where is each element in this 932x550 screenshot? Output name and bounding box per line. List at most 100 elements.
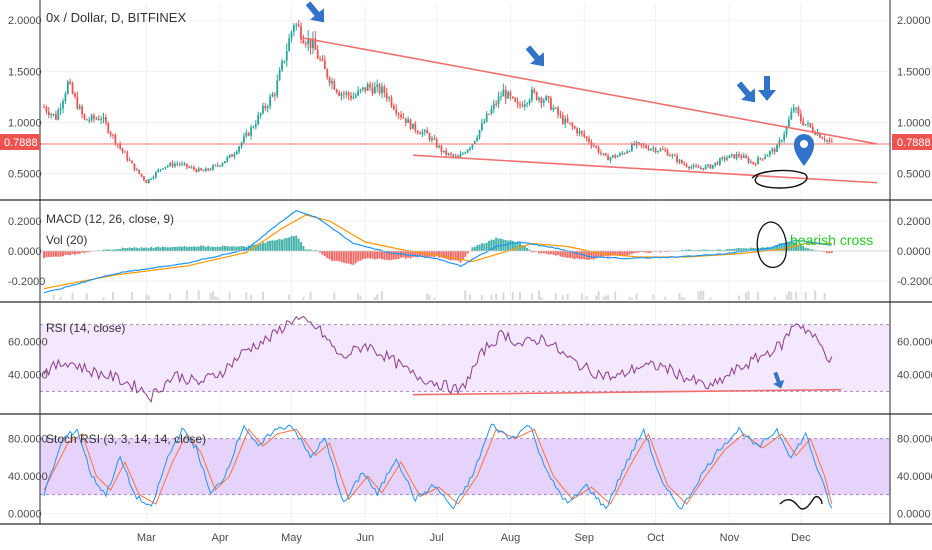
macd-histogram-bar — [707, 249, 710, 251]
candle-body — [345, 92, 348, 94]
candle-body — [664, 149, 667, 151]
macd-histogram-bar — [397, 251, 400, 259]
macd-histogram-bar — [88, 251, 91, 253]
macd-histogram-bar — [642, 251, 645, 253]
candle-body — [202, 170, 205, 172]
candle-body — [799, 113, 802, 122]
macd-histogram-bar — [618, 251, 621, 257]
volume-bar — [697, 291, 700, 300]
candle-body — [433, 138, 436, 140]
macd-histogram-bar — [718, 249, 721, 251]
candle-body — [273, 94, 276, 96]
macd-histogram-bar — [264, 242, 267, 251]
candle-body — [828, 140, 831, 142]
candle-body — [209, 169, 212, 171]
macd-histogram-bar — [223, 246, 226, 251]
candle-body — [707, 164, 709, 166]
candle-body — [614, 155, 617, 158]
candle-body — [221, 163, 224, 166]
macd-histogram-bar — [297, 238, 300, 251]
macd-histogram-bar — [702, 249, 705, 251]
candle-body — [538, 97, 540, 100]
macd-histogram-bar — [549, 251, 552, 255]
macd-histogram-bar — [104, 249, 107, 251]
x-axis: Mar Apr May Jun Jul Aug Sep Oct Nov Dec — [137, 532, 811, 544]
macd-histogram-bar — [181, 246, 184, 251]
macd-histogram-bar — [409, 251, 412, 259]
candle-body — [431, 138, 433, 140]
macd-histogram-bar — [164, 247, 167, 251]
candle-body — [226, 157, 229, 162]
y-tick-label-left: -0.2000 — [8, 276, 45, 288]
macd-histogram-bar — [711, 250, 714, 251]
macd-histogram-bar — [504, 240, 507, 251]
macd-histogram-bar — [421, 251, 424, 257]
macd-histogram-bar — [478, 244, 481, 251]
y-tick-label-right: 60.0000 — [897, 336, 932, 348]
candle-body — [621, 153, 624, 155]
y-tick-label-left: 0.0000 — [8, 246, 42, 258]
volume-bar — [683, 297, 686, 300]
candle-body — [323, 60, 326, 70]
volume-bar — [464, 290, 467, 300]
candle-body — [126, 152, 129, 161]
macd-histogram-bar — [597, 251, 600, 258]
macd-histogram-bar — [245, 246, 248, 251]
candle-body — [340, 93, 343, 96]
candle-body — [559, 114, 562, 116]
candle-body — [500, 96, 502, 98]
macd-histogram-bar — [745, 248, 748, 251]
macd-histogram-bar — [723, 249, 726, 251]
macd-histogram-bar — [326, 251, 329, 259]
candle-body — [490, 108, 493, 114]
candle-body — [473, 140, 476, 144]
candle-body — [595, 146, 598, 148]
macd-histogram-bar — [373, 251, 376, 260]
candle-body — [657, 151, 659, 153]
macd-histogram-bar — [166, 247, 169, 251]
macd-histogram-bar — [340, 251, 343, 263]
candle-body — [602, 153, 605, 155]
macd-histogram-bar — [154, 247, 157, 251]
candle-body — [578, 131, 581, 134]
macd-histogram-bar — [314, 249, 317, 251]
volume-bar — [211, 291, 214, 300]
candle-body — [400, 114, 402, 118]
macd-histogram-bar — [742, 248, 745, 251]
macd-histogram-bar — [338, 251, 341, 262]
macd-histogram-bar — [683, 250, 686, 251]
y-tick-label-right: 0.5000 — [897, 169, 931, 181]
macd-histogram-bar — [76, 251, 79, 254]
candle-body — [788, 119, 790, 127]
macd-histogram-bar — [333, 251, 336, 261]
price-tag-right: 0.7888 — [892, 134, 932, 150]
volume-bar — [823, 292, 826, 300]
volume-bar — [538, 290, 541, 300]
candle-body — [85, 119, 88, 121]
macd-histogram-bar — [376, 251, 379, 259]
candle-body — [821, 137, 824, 139]
macd-histogram-layer — [43, 235, 833, 265]
candle-body — [112, 134, 114, 136]
candle-body — [445, 150, 448, 156]
macd-histogram-bar — [528, 249, 531, 251]
candle-body — [235, 151, 238, 155]
price-trendline — [300, 36, 878, 145]
candle-body — [623, 153, 626, 155]
candle-body — [238, 146, 241, 152]
volume-bar — [380, 291, 383, 300]
macd-histogram-bar — [347, 251, 350, 264]
macd-histogram-bar — [495, 237, 498, 251]
candle-body — [47, 111, 50, 116]
candle-body — [752, 161, 755, 164]
candle-body — [716, 162, 719, 165]
macd-histogram-bar — [628, 251, 631, 255]
candle-body — [666, 150, 669, 156]
macd-histogram-bar — [635, 251, 638, 253]
volume-bar — [580, 293, 583, 300]
macd-histogram-bar — [390, 251, 393, 261]
candle-body — [369, 84, 371, 88]
macd-histogram-bar — [559, 251, 562, 257]
candle-body — [452, 154, 455, 157]
volume-bar — [597, 290, 600, 300]
